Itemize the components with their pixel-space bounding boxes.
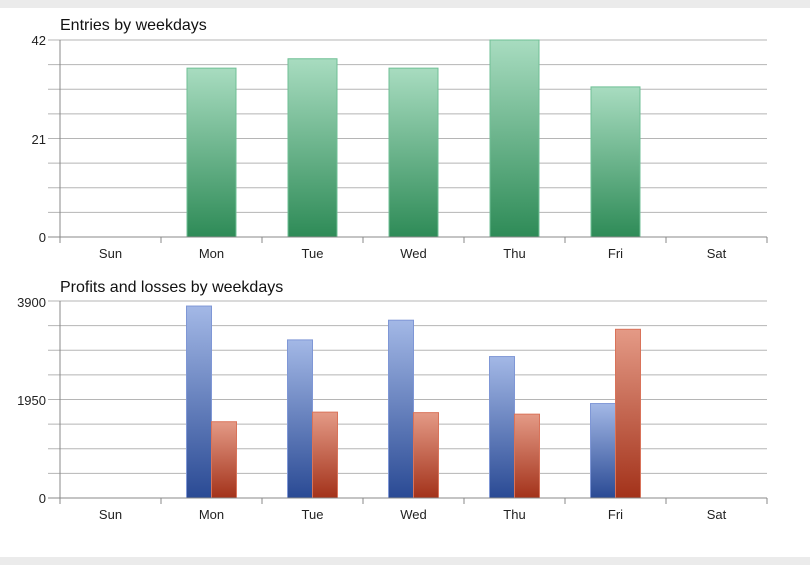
profits-x-label-sat: Sat	[707, 507, 727, 522]
profits-y-tick-mid: 1950	[17, 393, 46, 408]
entries-y-tick-mid: 21	[32, 132, 46, 147]
profits-x-label-mon: Mon	[199, 507, 224, 522]
profits-axes	[48, 301, 768, 504]
profits-bar-thu-s1	[514, 413, 540, 499]
entries-chart: Entries by weekdays 42 21 0 Sun Mon Tue Wed…	[32, 17, 768, 261]
profits-y-tick-bottom: 0	[39, 491, 46, 506]
entries-bar-tue-s0	[287, 58, 338, 238]
entries-bar-fri-s0	[590, 86, 641, 238]
entries-bar-wed-s0	[388, 67, 439, 238]
profits-x-label-fri: Fri	[608, 507, 623, 522]
profits-bar-fri-s1	[615, 328, 641, 499]
entries-x-label-mon: Mon	[199, 246, 224, 261]
profits-bar-tue-s0	[287, 339, 313, 499]
profits-bar-thu-s0	[489, 356, 515, 499]
profits-x-label-wed: Wed	[400, 507, 427, 522]
profits-bar-tue-s1	[312, 411, 338, 499]
profits-bar-fri-s0	[590, 403, 616, 499]
profits-x-labels: Sun Mon Tue Wed Thu Fri Sat	[99, 507, 727, 522]
entries-y-tick-top: 42	[32, 33, 46, 48]
chart-panel: Entries by weekdays 42 21 0 Sun Mon Tue Wed…	[0, 8, 810, 557]
profits-bar-mon-s1	[211, 421, 237, 499]
entries-bar-thu-s0	[489, 39, 540, 238]
entries-axes	[48, 40, 768, 243]
profits-y-tick-top: 3900	[17, 295, 46, 310]
entries-x-label-sun: Sun	[99, 246, 122, 261]
entries-bar-mon-s0	[186, 67, 237, 238]
profits-bar-wed-s0	[388, 319, 414, 499]
profits-bars	[186, 305, 641, 499]
profits-losses-chart: Profits and losses by weekdays 3900 1950…	[17, 279, 768, 522]
entries-chart-title: Entries by weekdays	[60, 17, 207, 34]
profits-x-label-sun: Sun	[99, 507, 122, 522]
charts-canvas: Entries by weekdays 42 21 0 Sun Mon Tue Wed…	[17, 17, 768, 522]
profits-bar-wed-s1	[413, 412, 439, 499]
entries-x-label-wed: Wed	[400, 246, 427, 261]
entries-y-tick-bottom: 0	[39, 230, 46, 245]
entries-x-label-fri: Fri	[608, 246, 623, 261]
profits-x-label-thu: Thu	[503, 507, 525, 522]
entries-bars	[186, 39, 641, 238]
entries-x-labels: Sun Mon Tue Wed Thu Fri Sat	[99, 246, 727, 261]
profits-x-label-tue: Tue	[302, 507, 324, 522]
entries-x-label-tue: Tue	[302, 246, 324, 261]
profits-chart-title: Profits and losses by weekdays	[60, 279, 283, 296]
profits-bar-mon-s0	[186, 305, 212, 499]
entries-x-label-thu: Thu	[503, 246, 525, 261]
entries-x-label-sat: Sat	[707, 246, 727, 261]
